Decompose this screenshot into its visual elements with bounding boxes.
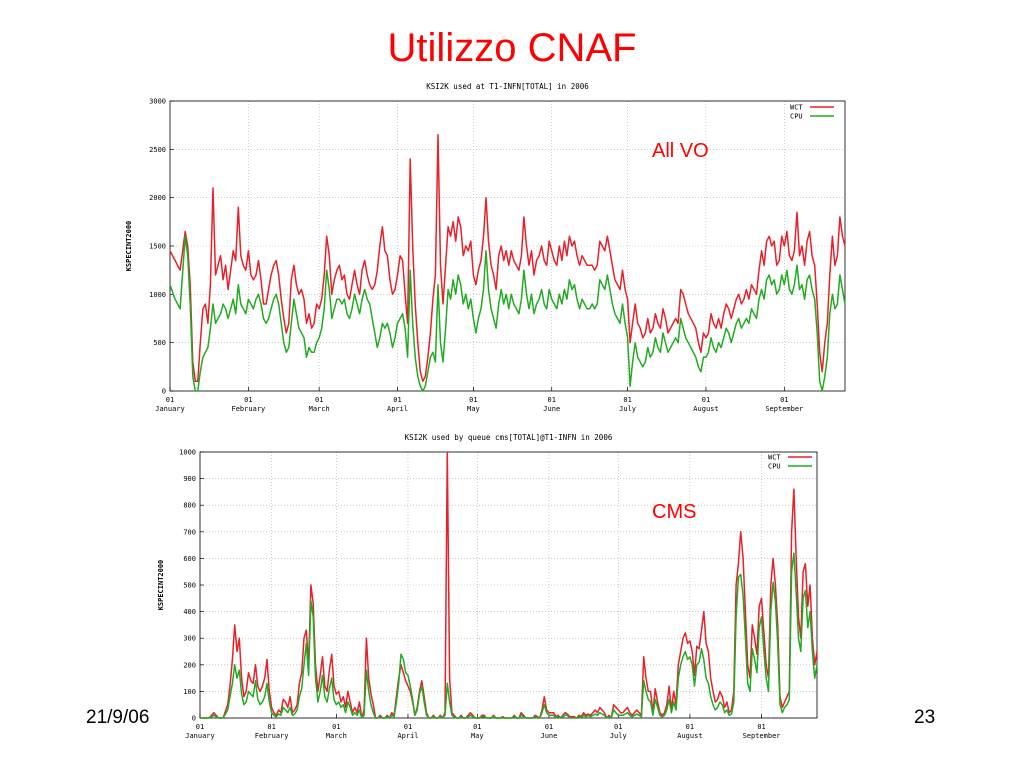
x-tick-label-month: May [471, 732, 484, 740]
y-tick-label: 1000 [179, 449, 196, 457]
x-tick-label-day: 01 [548, 396, 556, 404]
overlay-label: CMS [652, 501, 696, 523]
chart-cms: KSI2K used by queue cms[TOTAL]@T1-INFN i… [157, 433, 818, 740]
chart-title: KSI2K used by queue cms[TOTAL]@T1-INFN i… [405, 433, 613, 442]
x-tick-label-day: 01 [702, 396, 710, 404]
x-tick-label-month: February [255, 732, 289, 740]
legend-label-wct: WCT [768, 454, 781, 462]
legend-label-wct: WCT [790, 104, 803, 112]
x-tick-label-month: July [619, 405, 636, 413]
series-line-wct [169, 134, 846, 383]
x-tick-label-day: 01 [166, 396, 174, 404]
x-tick-label-month: January [185, 732, 215, 740]
y-tick-label: 1500 [149, 243, 166, 251]
x-tick-label-month: April [397, 732, 418, 740]
x-tick-label-day: 01 [244, 396, 252, 404]
y-tick-label: 700 [183, 528, 196, 536]
x-tick-label-day: 01 [614, 723, 622, 731]
y-tick-label: 900 [183, 475, 196, 483]
x-tick-label-day: 01 [196, 723, 204, 731]
y-tick-label: 500 [183, 582, 196, 590]
x-tick-label-month: February [232, 405, 266, 413]
y-tick-label: 500 [153, 339, 166, 347]
x-tick-label-day: 01 [332, 723, 340, 731]
y-tick-label: 2000 [149, 194, 166, 202]
y-tick-label: 3000 [149, 98, 166, 106]
x-tick-label-day: 01 [780, 396, 788, 404]
x-tick-label-month: September [765, 405, 803, 413]
y-axis-label: KSPECINT2000 [157, 560, 165, 611]
x-tick-label-day: 01 [473, 723, 481, 731]
chart-title: KSI2K used at T1-INFN[TOTAL] in 2006 [426, 82, 589, 91]
y-tick-label: 0 [162, 388, 166, 396]
x-tick-label-month: April [387, 405, 408, 413]
y-tick-label: 0 [192, 715, 196, 723]
x-tick-label-day: 01 [267, 723, 275, 731]
x-tick-label-month: January [155, 405, 185, 413]
series-line-wct [200, 451, 818, 719]
legend-label-cpu: CPU [768, 463, 781, 471]
x-tick-label-month: June [541, 732, 558, 740]
x-tick-label-month: March [326, 732, 347, 740]
y-tick-label: 800 [183, 502, 196, 510]
x-tick-label-month: May [467, 405, 480, 413]
slide-title: Utilizzo CNAF [387, 26, 637, 70]
series-line-cpu [169, 235, 846, 392]
x-tick-label-day: 01 [393, 396, 401, 404]
x-tick-label-day: 01 [686, 723, 694, 731]
x-tick-label-day: 01 [757, 723, 765, 731]
y-tick-label: 100 [183, 688, 196, 696]
legend-label-cpu: CPU [790, 113, 803, 121]
x-tick-label-month: August [693, 405, 718, 413]
footer-date: 21/9/06 [86, 707, 150, 728]
overlay-label: All VO [652, 140, 709, 162]
x-tick-label-day: 01 [404, 723, 412, 731]
y-tick-label: 200 [183, 661, 196, 669]
chart-all-vo: KSI2K used at T1-INFN[TOTAL] in 2006 KSPE… [125, 82, 846, 413]
x-tick-label-month: March [309, 405, 330, 413]
y-tick-label: 300 [183, 635, 196, 643]
x-tick-label-month: June [543, 405, 560, 413]
y-tick-label: 1000 [149, 291, 166, 299]
y-tick-label: 600 [183, 555, 196, 563]
y-tick-label: 400 [183, 608, 196, 616]
footer-page-number: 23 [914, 707, 936, 728]
x-tick-label-month: July [610, 732, 627, 740]
x-tick-label-month: August [677, 732, 702, 740]
plot-frame [199, 451, 818, 719]
x-tick-label-day: 01 [469, 396, 477, 404]
y-tick-label: 2500 [149, 146, 166, 154]
series-line-cpu [200, 552, 818, 719]
x-tick-label-day: 01 [545, 723, 553, 731]
x-tick-label-month: September [743, 732, 781, 740]
x-tick-label-day: 01 [315, 396, 323, 404]
x-tick-label-day: 01 [623, 396, 631, 404]
y-axis-label: KSPECINT2000 [125, 221, 133, 272]
